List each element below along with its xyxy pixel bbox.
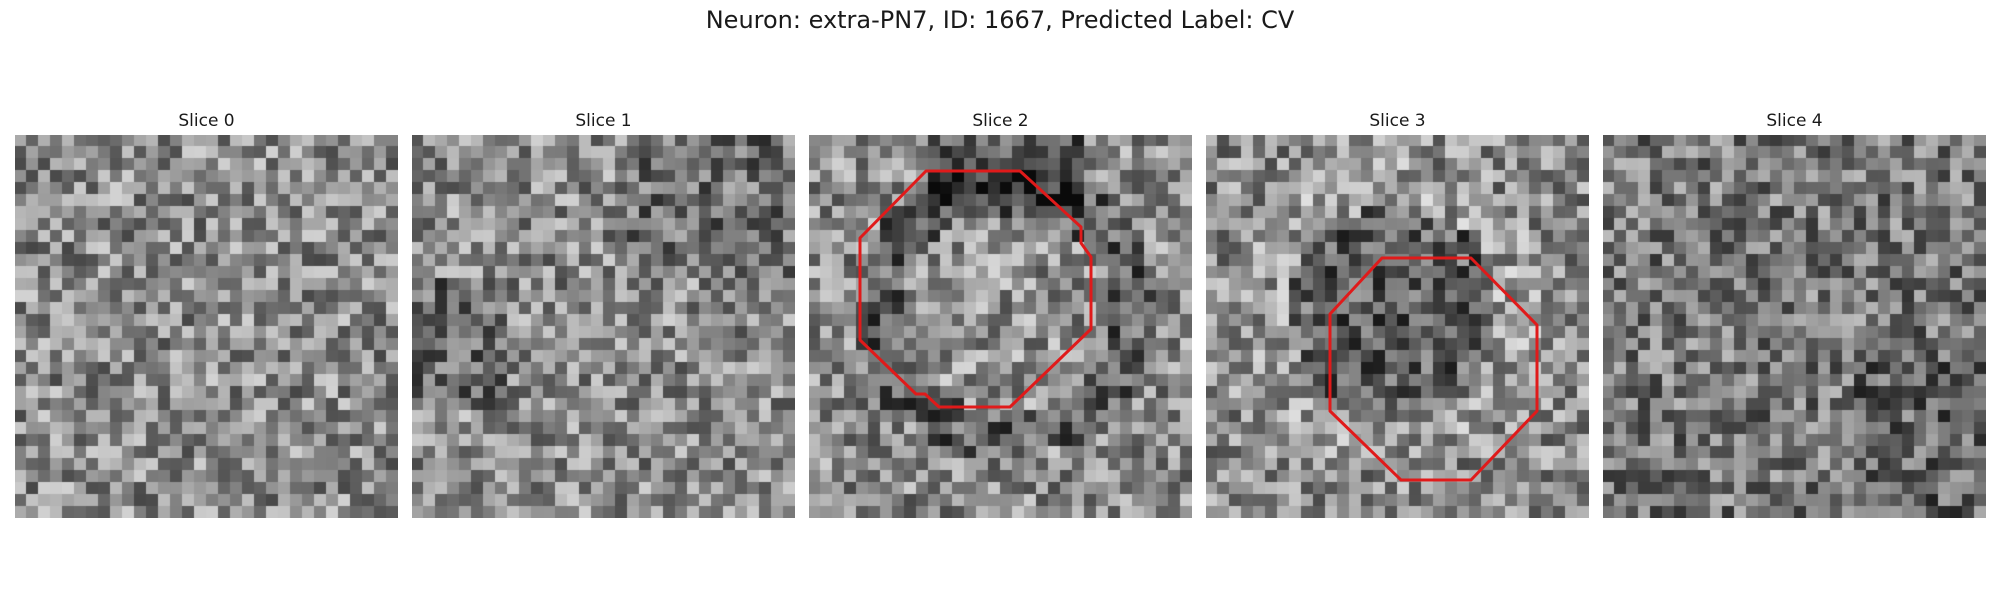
slice-title-2: Slice 2 — [972, 111, 1029, 131]
slice-image-3 — [1206, 135, 1589, 518]
slice-image-1 — [412, 135, 795, 518]
roi-contour-3 — [1328, 256, 1539, 482]
slice-image-0 — [15, 135, 398, 518]
slice-title-4: Slice 4 — [1766, 111, 1823, 131]
slice-panel-0: Slice 0 — [15, 109, 398, 133]
slice-title-0: Slice 0 — [178, 111, 235, 131]
slice-title-3: Slice 3 — [1369, 111, 1426, 131]
slice-panel-3: Slice 3 — [1206, 109, 1589, 133]
slice-title-1: Slice 1 — [575, 111, 632, 131]
slice-panel-1: Slice 1 — [412, 109, 795, 133]
figure-title: Neuron: extra-PN7, ID: 1667, Predicted L… — [705, 6, 1295, 34]
contour-overlay-2 — [858, 169, 1093, 409]
slice-panel-2: Slice 2 — [809, 109, 1192, 133]
contour-overlay-3 — [1328, 256, 1539, 482]
roi-contour-2 — [858, 169, 1093, 409]
slice-panel-4: Slice 4 — [1603, 109, 1986, 133]
slice-image-2 — [809, 135, 1192, 518]
slice-image-4 — [1603, 135, 1986, 518]
